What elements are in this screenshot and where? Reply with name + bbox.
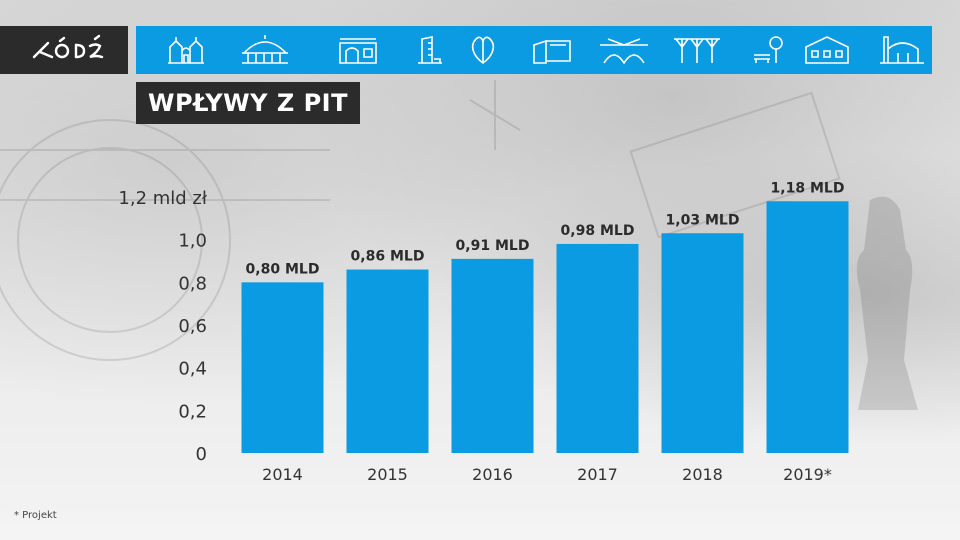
data-label: 0,98 MLD — [561, 223, 635, 239]
x-tick-label: 2015 — [367, 465, 408, 484]
bar-2018 — [661, 233, 744, 453]
y-tick-label: 0 — [196, 444, 207, 465]
x-tick-label: 2019* — [783, 465, 832, 484]
lodz-logo — [0, 26, 128, 74]
y-tick-label: 0,6 — [178, 316, 207, 337]
heart-tree-icon — [471, 36, 495, 64]
y-tick-label: 0,2 — [178, 401, 207, 422]
arch-bridge-icon — [600, 38, 648, 65]
y-tick-label: 1,0 — [178, 231, 207, 252]
page-title: WPŁYWY Z PIT — [136, 82, 360, 124]
x-tick-label: 2014 — [262, 465, 303, 484]
x-tick-label: 2017 — [577, 465, 618, 484]
bar-2017 — [556, 243, 639, 453]
x-tick-label: 2018 — [682, 465, 723, 484]
building-block-icon — [533, 39, 571, 64]
y-tick-label: 0,8 — [178, 273, 207, 294]
bar-2015 — [346, 269, 429, 453]
market-hall-icon — [242, 35, 288, 64]
tree-canopy-icon — [674, 38, 720, 63]
data-label: 1,03 MLD — [666, 212, 740, 228]
header-icon-bar — [136, 26, 932, 74]
data-label: 0,80 MLD — [246, 261, 320, 277]
skyscraper-icon — [418, 36, 442, 64]
x-tick-label: 2016 — [472, 465, 513, 484]
bar-2014 — [241, 282, 324, 453]
manor-icon — [805, 36, 849, 64]
park-bench-icon — [754, 36, 783, 63]
data-label: 0,91 MLD — [456, 238, 530, 254]
bar-2016 — [451, 258, 534, 453]
y-tick-label: 0,4 — [178, 359, 207, 380]
footnote: * Projekt — [14, 510, 57, 521]
bar-2019 — [766, 201, 849, 453]
palace-icon — [339, 38, 377, 64]
factory-icon — [880, 36, 924, 64]
data-label: 1,18 MLD — [771, 180, 845, 196]
data-label: 0,86 MLD — [351, 249, 425, 265]
y-tick-label: 1,2 mld zł — [118, 188, 207, 209]
city-gate-icon — [168, 37, 204, 64]
